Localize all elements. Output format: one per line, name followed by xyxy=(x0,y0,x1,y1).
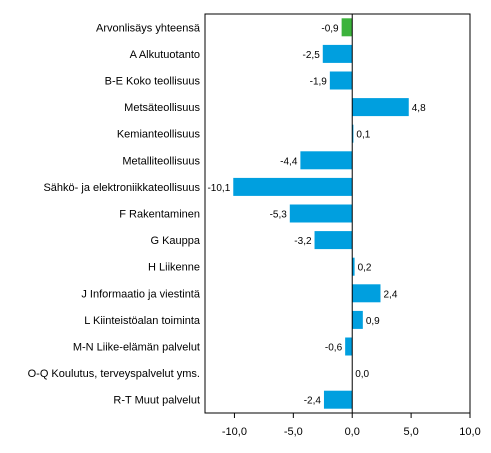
bar xyxy=(322,44,353,63)
data-label: -0,9 xyxy=(321,23,339,34)
category-label: O-Q Koulutus, terveyspalvelut yms. xyxy=(28,368,200,380)
bar xyxy=(300,151,353,170)
data-label: 0,1 xyxy=(356,130,370,141)
x-tick-label: 0,0 xyxy=(345,426,360,438)
bar xyxy=(352,98,409,117)
bar xyxy=(323,390,353,409)
data-label: 2,4 xyxy=(383,289,397,300)
data-label: -4,4 xyxy=(280,156,298,167)
data-label: 0,0 xyxy=(355,369,369,380)
category-label: Arvonlisäys yhteensä xyxy=(96,22,201,34)
bar xyxy=(352,284,381,303)
data-label: -3,2 xyxy=(294,236,312,247)
category-label: B-E Koko teollisuus xyxy=(105,76,201,88)
data-label: -5,3 xyxy=(270,210,288,221)
plot-frame xyxy=(204,13,471,414)
data-label: -1,9 xyxy=(310,77,328,88)
category-label: H Liikenne xyxy=(148,262,200,274)
category-label: L Kiinteistöalan toiminta xyxy=(84,315,201,327)
bar xyxy=(352,310,363,329)
plot-area: Arvonlisäys yhteensä -0,9 A Alkutuotanto -2… xyxy=(28,13,481,438)
data-label: 0,9 xyxy=(366,316,380,327)
bar xyxy=(233,177,353,196)
category-label: Metsäteollisuus xyxy=(124,102,200,114)
x-tick-label: 5,0 xyxy=(403,426,418,438)
data-label: 4,8 xyxy=(412,103,426,114)
category-label: Kemianteollisuus xyxy=(117,129,201,141)
category-label: Sähkö- ja elektroniikkateollisuus xyxy=(43,182,200,194)
category-label: J Informaatio ja viestintä xyxy=(81,288,200,300)
bar xyxy=(352,257,355,276)
category-label: A Alkutuotanto xyxy=(130,49,200,61)
data-label: -10,1 xyxy=(207,183,230,194)
x-tick-label: 10,0 xyxy=(459,426,480,438)
category-label: G Kauppa xyxy=(150,235,200,247)
category-label: Metalliteollisuus xyxy=(122,155,200,167)
x-tick-label: -5,0 xyxy=(284,426,303,438)
bar xyxy=(352,124,354,143)
bar xyxy=(314,231,353,250)
bar xyxy=(341,18,353,37)
bar xyxy=(329,71,353,90)
data-label: -0,6 xyxy=(325,343,343,354)
x-tick-label: -10,0 xyxy=(222,426,247,438)
category-label: F Rakentaminen xyxy=(119,209,200,221)
data-label: -2,5 xyxy=(303,50,321,61)
category-label: R-T Muut palvelut xyxy=(113,395,200,407)
bar xyxy=(345,337,353,356)
data-label: -2,4 xyxy=(304,396,322,407)
category-label: M-N Liike-elämän palvelut xyxy=(73,342,200,354)
data-label: 0,2 xyxy=(358,263,372,274)
bar xyxy=(289,204,353,223)
